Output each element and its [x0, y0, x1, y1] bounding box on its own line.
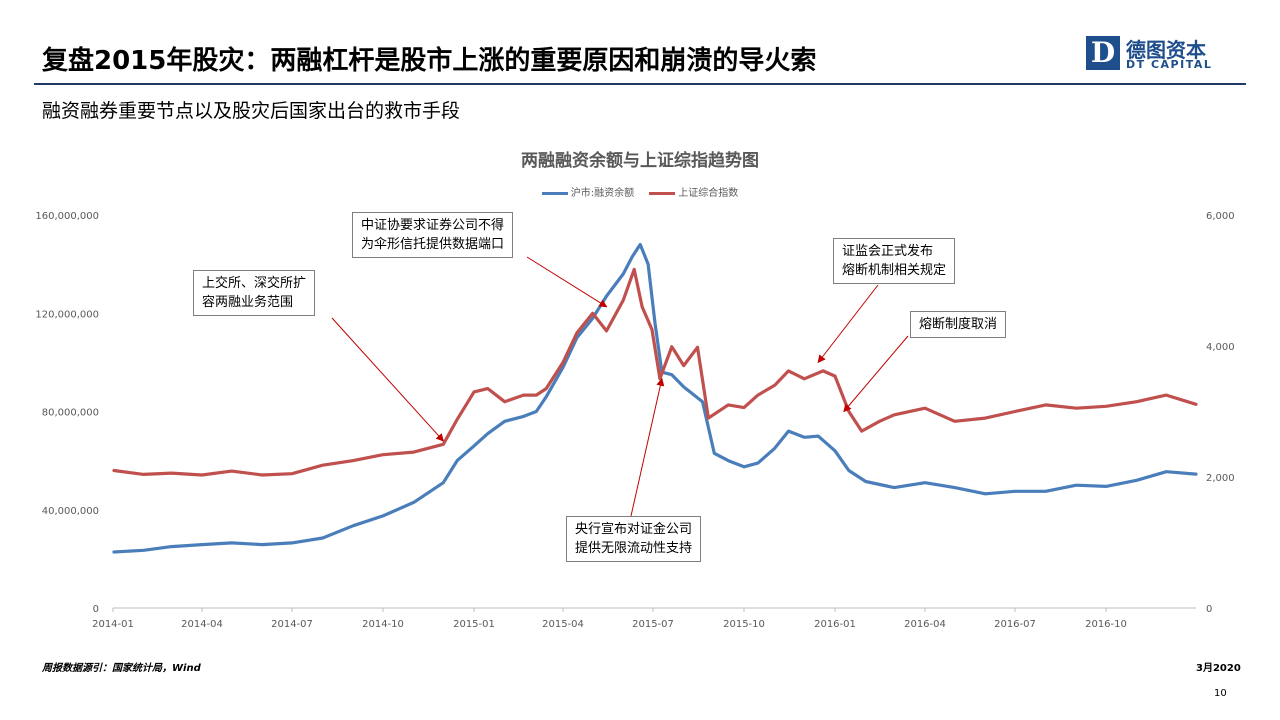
annotation-box: 中证协要求证券公司不得 为伞形信托提供数据端口: [352, 212, 514, 258]
x-tick-label: 2015-10: [723, 619, 765, 630]
x-tick-label: 2014-04: [181, 619, 223, 630]
chart-title: 两融融资余额与上证综指趋势图: [521, 151, 759, 171]
legend-label-index: 上证综合指数: [678, 188, 739, 199]
y-right-tick-label: 2,000: [1206, 473, 1235, 484]
annotation-arrows: [331, 256, 909, 517]
title-divider: [34, 83, 1246, 85]
legend-swatch-index: [649, 191, 676, 195]
x-tick-label: 2016-10: [1085, 619, 1127, 630]
logo-mark: D: [1086, 36, 1120, 70]
legend-label-margin: 沪市:融资余额: [570, 188, 635, 199]
annotation-box: 央行宣布对证金公司 提供无限流动性支持: [566, 516, 702, 562]
x-tick-label: 2016-04: [904, 619, 946, 630]
annotation-arrow: [331, 317, 445, 442]
x-tick-label: 2015-07: [632, 619, 674, 630]
x-tick-label: 2016-01: [814, 619, 856, 630]
y-left-tick-label: 40,000,000: [42, 506, 99, 517]
legend-item-index: 上证综合指数: [649, 184, 738, 199]
annotation-arrow: [630, 377, 665, 517]
y-left-tick-label: 0: [93, 604, 99, 615]
footer-date: 3月2020: [1196, 663, 1241, 674]
chart-series: [112, 242, 1198, 554]
page-title: 复盘2015年股灾：两融杠杆是股市上涨的重要原因和崩溃的导火索: [42, 46, 817, 76]
x-tick-label: 2016-07: [994, 619, 1036, 630]
legend-item-margin: 沪市:融资余额: [541, 184, 635, 199]
y-right-tick-label: 4,000: [1206, 342, 1235, 353]
y-left-tick-label: 80,000,000: [42, 408, 99, 419]
logo-name-cn: 德图资本: [1126, 38, 1206, 62]
annotation-arrow: [817, 284, 879, 364]
chart-legend: 沪市:融资余额 上证综合指数: [0, 184, 1280, 199]
y-right-tick-label: 6,000: [1206, 211, 1235, 222]
y-right-tick-label: 0: [1206, 604, 1212, 615]
footer-source: 周报数据源引：国家统计局，Wind: [42, 663, 201, 674]
annotation-box: 熔断制度取消: [910, 311, 1007, 338]
series-line-margin-balance: [112, 242, 1198, 554]
legend-swatch-margin: [541, 191, 568, 195]
x-tick-label: 2015-01: [453, 619, 495, 630]
page-subtitle: 融资融券重要节点以及股灾后国家出台的救市手段: [42, 100, 461, 122]
x-tick-label: 2014-07: [271, 619, 313, 630]
page-number: 10: [1214, 688, 1227, 699]
chart-axes: 2014-01 2014-04 2014-07 2014-10 2015-01 2015-…: [35, 211, 1234, 630]
x-tick-label: 2014-10: [362, 619, 404, 630]
annotation-box: 证监会正式发布 熔断机制相关规定: [833, 238, 956, 284]
annotation-arrow: [526, 256, 608, 308]
x-tick-label: 2015-04: [542, 619, 584, 630]
x-tick-label: 2014-01: [92, 619, 134, 630]
company-logo: D 德图资本 DT CAPITAL: [1086, 36, 1226, 76]
logo-name-en: DT CAPITAL: [1126, 58, 1213, 71]
annotation-box: 上交所、深交所扩 容两融业务范围: [193, 270, 316, 316]
annotation-arrow: [843, 335, 909, 413]
y-left-tick-label: 120,000,000: [35, 309, 99, 320]
y-left-tick-label: 160,000,000: [35, 211, 99, 222]
series-line-sse-index: [112, 267, 1198, 477]
